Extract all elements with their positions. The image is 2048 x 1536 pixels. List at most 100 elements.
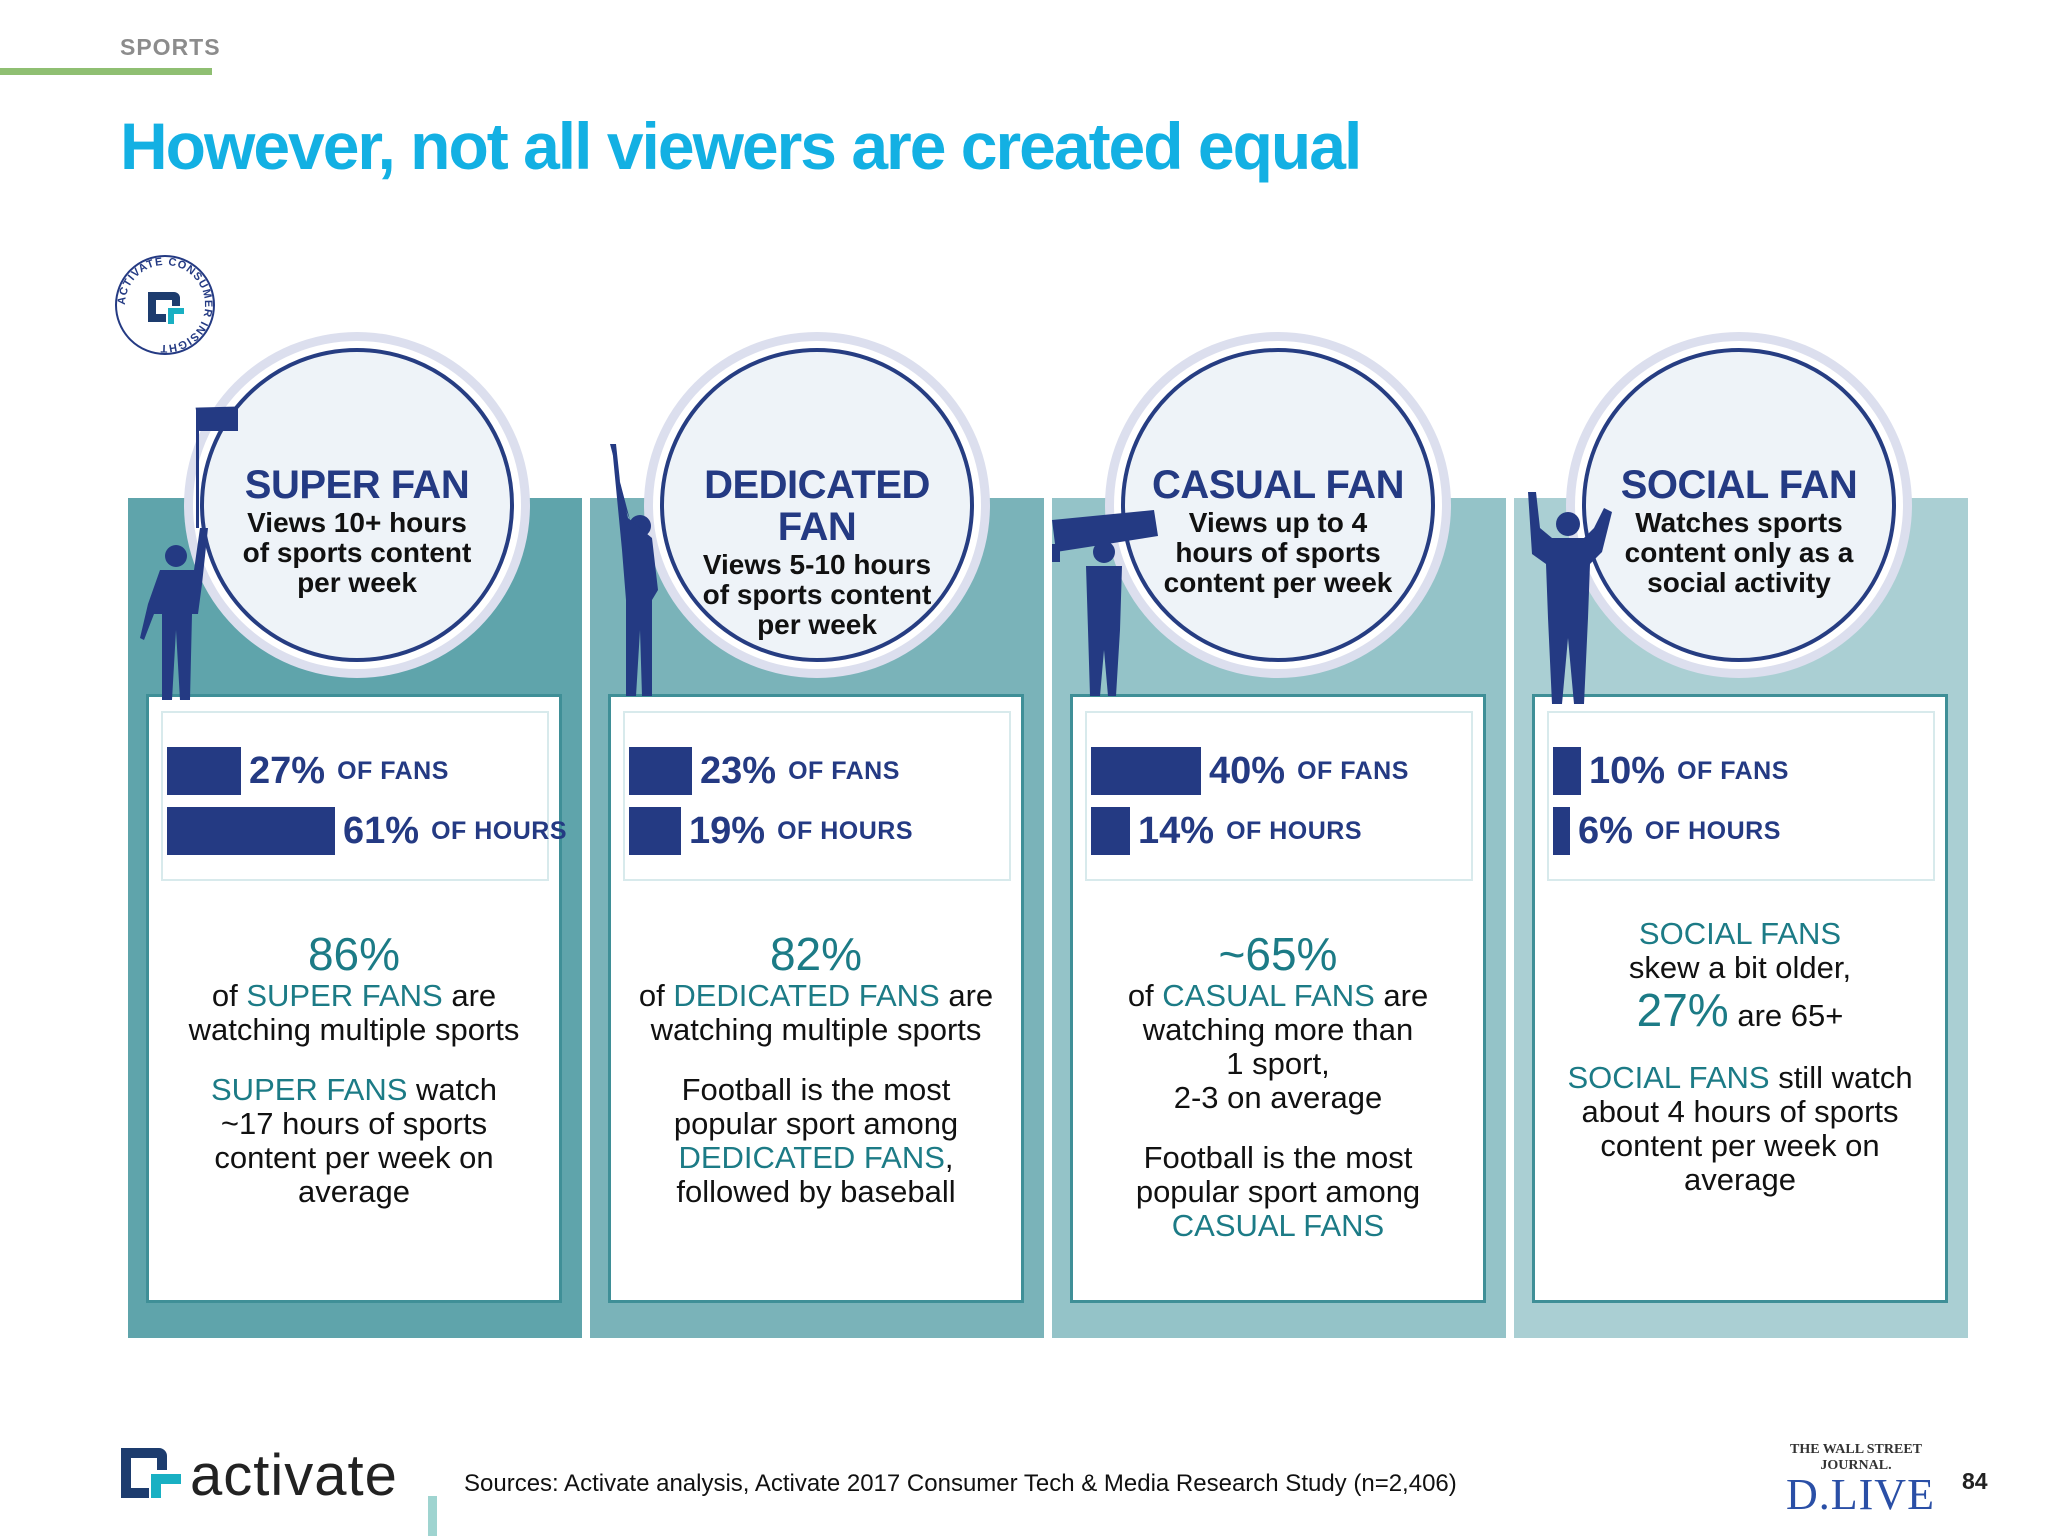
section-rule xyxy=(0,68,212,75)
fans-row: 10% OF FANS xyxy=(1553,747,1789,795)
desc-line: of sports content xyxy=(242,537,472,568)
fact-line: followed by baseball xyxy=(676,1174,956,1209)
fact-line: 2-3 on average xyxy=(1173,1080,1383,1115)
cheering-fan-icon xyxy=(610,444,658,696)
fan-title: CASUAL FAN xyxy=(1151,463,1405,507)
fact-line: Football is the most xyxy=(681,1072,951,1107)
card-super-fan: 27% OF FANS 61% OF HOURS 86% of SUPER FA… xyxy=(146,694,567,1303)
highlight: DEDICATED FANS xyxy=(678,1140,945,1175)
desc-line: per week xyxy=(297,567,417,598)
consumer-insight-badge: ACTIVATE CONSUMER INSIGHT xyxy=(115,255,215,355)
desc-line: of sports content xyxy=(702,579,932,610)
fact-line: 27% are 65+ xyxy=(1535,985,1945,1035)
dlive-text: D.LIVE xyxy=(1786,1470,1935,1519)
hours-label: OF HOURS xyxy=(1226,816,1363,845)
facts-social-fan: SOCIAL FANS skew a bit older, 27% are 65… xyxy=(1535,917,1945,1197)
fact-line: content per week on xyxy=(1600,1128,1880,1163)
fans-pct: 40% xyxy=(1209,749,1286,792)
circle-super-fan: SUPER FAN Views 10+ hours of sports cont… xyxy=(200,348,514,662)
fan-title: SUPER FAN xyxy=(244,463,470,507)
desc-line: hours of sports xyxy=(1175,537,1381,568)
fact-line: of SUPER FANS are xyxy=(149,979,559,1013)
desc-line: Views 5-10 hours xyxy=(702,549,932,580)
facts-dedicated-fan: 82% of DEDICATED FANS are watching multi… xyxy=(611,929,1021,1209)
fans-label: OF FANS xyxy=(1297,756,1409,785)
highlight: SUPER FANS xyxy=(246,978,443,1013)
hours-pct: 6% xyxy=(1578,809,1633,852)
wsj-dlive-logo: THE WALL STREET JOURNAL. D.LIVE xyxy=(1786,1442,1935,1519)
highlight: SOCIAL FANS xyxy=(1638,916,1842,951)
fans-row: 23% OF FANS xyxy=(629,747,900,795)
fans-bar xyxy=(1553,747,1581,795)
activate-logo-text: activate xyxy=(190,1443,398,1508)
text: watch xyxy=(407,1072,497,1107)
desc-line: Watches sports xyxy=(1635,507,1843,538)
hours-bar xyxy=(629,807,681,855)
fan-description: Views up to 4 hours of sports content pe… xyxy=(1125,508,1431,598)
hours-bar xyxy=(1091,807,1130,855)
desc-line: social activity xyxy=(1647,567,1831,598)
fact-line: about 4 hours of sports xyxy=(1581,1094,1899,1129)
fact-line: popular sport among xyxy=(1135,1174,1421,1209)
fact-line: skew a bit older, xyxy=(1628,950,1852,985)
fan-description: Views 5-10 hours of sports content per w… xyxy=(664,550,970,640)
fans-pct: 10% xyxy=(1589,749,1666,792)
bars-dedicated-fan: 23% OF FANS 19% OF HOURS xyxy=(623,711,1011,881)
fan-description: Watches sports content only as a social … xyxy=(1586,508,1892,598)
fan-title: SOCIAL FAN xyxy=(1620,463,1858,507)
fact-line: watching multiple sports xyxy=(650,1012,982,1047)
text: , xyxy=(944,1140,954,1175)
fans-pct: 27% xyxy=(249,749,326,792)
fans-label: OF FANS xyxy=(337,756,449,785)
fans-row: 27% OF FANS xyxy=(167,747,449,795)
hours-label: OF HOURS xyxy=(777,816,914,845)
fact-line: DEDICATED FANS, xyxy=(611,1141,1021,1175)
fans-bar xyxy=(1091,747,1201,795)
text: of xyxy=(638,978,674,1013)
fan-description: Views 10+ hours of sports content per we… xyxy=(204,508,510,598)
footer-accent-bar xyxy=(428,1496,437,1536)
desc-line: content only as a xyxy=(1624,537,1854,568)
circle-casual-fan: CASUAL FAN Views up to 4 hours of sports… xyxy=(1121,348,1435,662)
column-super-fan: 27% OF FANS 61% OF HOURS 86% of SUPER FA… xyxy=(128,498,582,1338)
text: are xyxy=(442,978,497,1013)
circle-social-fan: SOCIAL FAN Watches sports content only a… xyxy=(1582,348,1896,662)
column-social-fan: 10% OF FANS 6% OF HOURS SOCIAL FANS skew… xyxy=(1514,498,1968,1338)
text: still watch xyxy=(1769,1060,1913,1095)
fact-line: average xyxy=(1683,1162,1797,1197)
fans-bar xyxy=(629,747,692,795)
fans-bar xyxy=(167,747,241,795)
section-label: SPORTS xyxy=(120,34,221,60)
hours-pct: 61% xyxy=(343,809,420,852)
fact-line: watching multiple sports xyxy=(188,1012,520,1047)
flag-waving-fan-icon xyxy=(140,406,238,700)
page-number: 84 xyxy=(1962,1468,1988,1494)
hours-row: 6% OF HOURS xyxy=(1553,807,1781,855)
bars-social-fan: 10% OF FANS 6% OF HOURS xyxy=(1547,711,1935,881)
fact-line: of DEDICATED FANS are xyxy=(611,979,1021,1013)
circle-dedicated-fan: DEDICATED FAN Views 5-10 hours of sports… xyxy=(660,348,974,662)
fact-line: 1 sport, xyxy=(1226,1046,1330,1081)
hours-bar xyxy=(167,807,335,855)
hours-pct: 14% xyxy=(1138,809,1215,852)
desc-line: per week xyxy=(757,609,877,640)
headline: However, not all viewers are created equ… xyxy=(120,109,1362,183)
text: are 65+ xyxy=(1728,998,1844,1033)
highlight: DEDICATED FANS xyxy=(673,978,940,1013)
wsj-text: THE WALL STREET JOURNAL. xyxy=(1789,1442,1923,1473)
fact-line: Football is the most xyxy=(1143,1140,1413,1175)
fact-line: average xyxy=(297,1174,411,1209)
highlight: SUPER FANS xyxy=(211,1072,408,1107)
sources-note: Sources: Activate analysis, Activate 201… xyxy=(464,1470,1457,1497)
fact-line: popular sport among xyxy=(673,1106,959,1141)
hours-row: 19% OF HOURS xyxy=(629,807,913,855)
bars-super-fan: 27% OF FANS 61% OF HOURS xyxy=(161,711,567,881)
card-casual-fan: 40% OF FANS 14% OF HOURS ~65% of CASUAL … xyxy=(1070,694,1486,1303)
fans-pct: 23% xyxy=(700,749,777,792)
text: of xyxy=(1127,978,1163,1013)
bars-casual-fan: 40% OF FANS 14% OF HOURS xyxy=(1085,711,1473,881)
stat: 82% xyxy=(769,928,863,980)
hours-label: OF HOURS xyxy=(431,816,568,845)
stat: 27% xyxy=(1636,984,1729,1036)
hours-row: 61% OF HOURS xyxy=(167,807,567,855)
